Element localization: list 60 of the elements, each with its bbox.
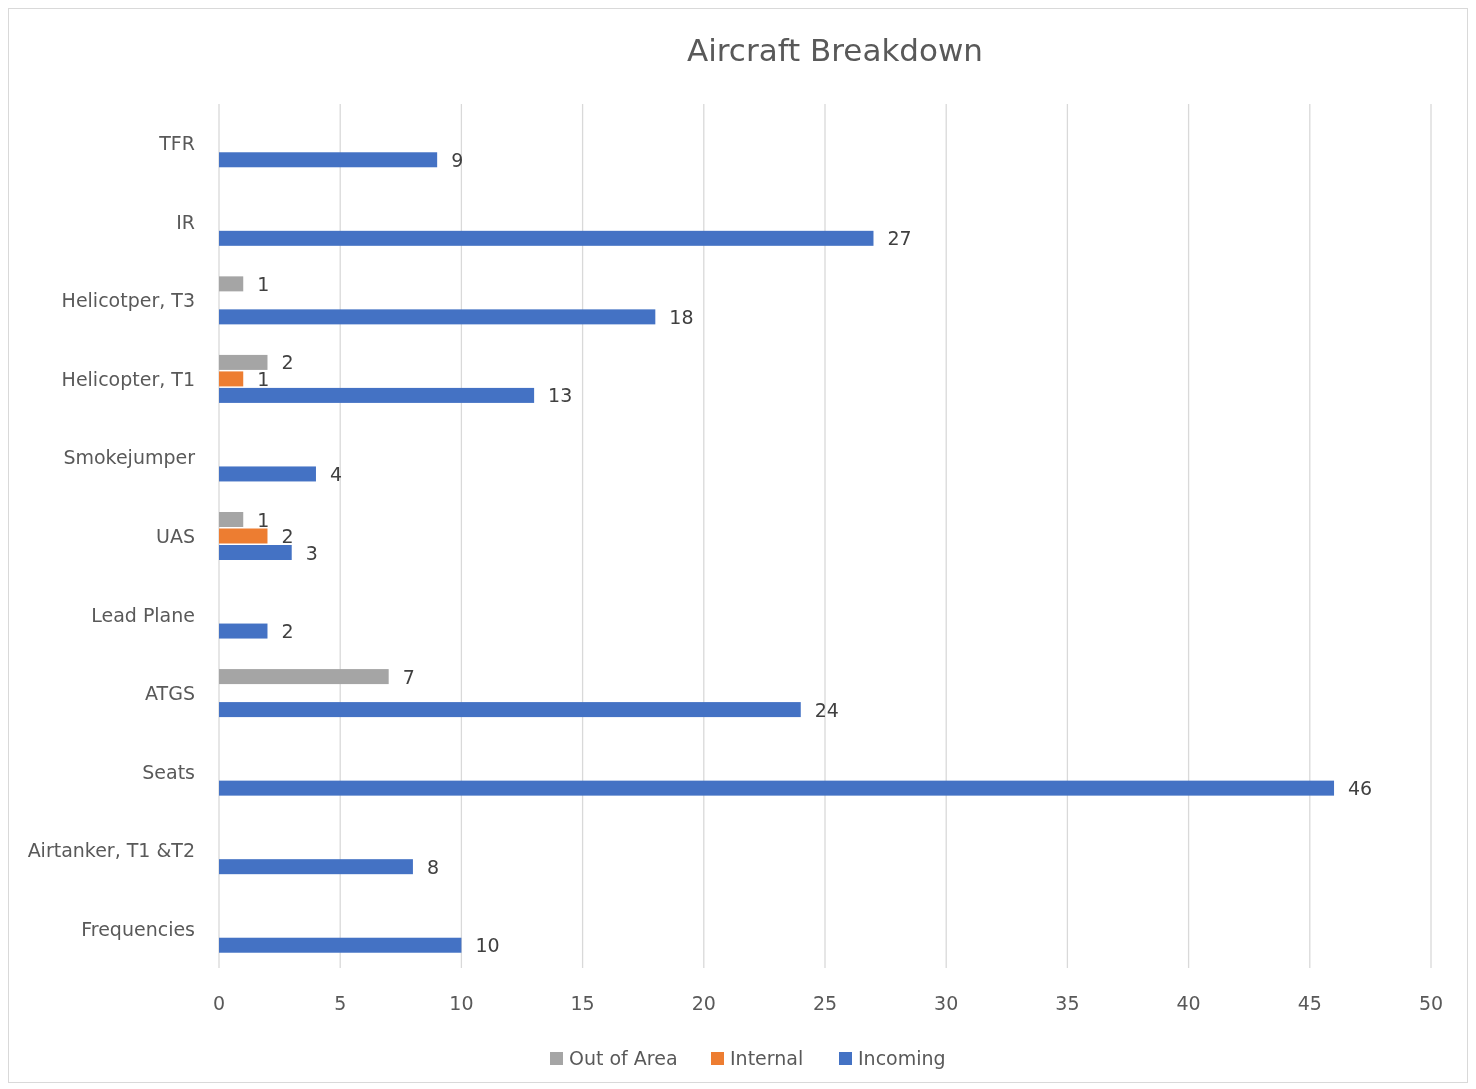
bar xyxy=(219,702,801,718)
bar xyxy=(219,466,316,482)
y-tick-label: Helicopter, T1 xyxy=(61,367,195,390)
x-tick-label: 35 xyxy=(1055,992,1080,1014)
y-tick-label: Helicotper, T3 xyxy=(61,289,195,312)
bar xyxy=(219,937,462,953)
data-label: 1 xyxy=(257,272,270,295)
x-tick-label: 20 xyxy=(691,992,716,1014)
data-label: 24 xyxy=(814,698,839,721)
data-label: 2 xyxy=(281,620,294,643)
data-label: 1 xyxy=(257,508,270,531)
bar xyxy=(219,230,874,246)
y-tick-label: Smokejumper xyxy=(63,446,196,469)
x-tick-label: 50 xyxy=(1418,992,1444,1014)
y-tick-label: UAS xyxy=(156,525,195,547)
chart-title: Aircraft Breakdown xyxy=(686,32,984,68)
y-tick-label: Airtanker, T1 &T2 xyxy=(27,839,195,862)
y-tick-label: Frequencies xyxy=(81,917,195,940)
x-tick-label: 40 xyxy=(1176,992,1201,1014)
data-label: 10 xyxy=(475,934,500,957)
x-tick-label: 10 xyxy=(449,992,474,1014)
data-label: 46 xyxy=(1348,777,1373,800)
data-label: 4 xyxy=(329,462,343,485)
bar xyxy=(219,528,268,544)
data-label: 13 xyxy=(548,384,573,407)
x-tick-label: 45 xyxy=(1297,992,1322,1014)
legend-label: Incoming xyxy=(858,1047,946,1069)
data-label: 7 xyxy=(402,665,415,688)
bar xyxy=(219,512,244,527)
bar xyxy=(219,669,389,685)
x-tick-label: 0 xyxy=(212,992,226,1014)
bar xyxy=(219,623,268,639)
data-label: 2 xyxy=(281,351,294,374)
bar xyxy=(219,276,244,292)
bar xyxy=(219,780,1335,796)
bar xyxy=(219,354,268,370)
x-tick-label: 15 xyxy=(570,992,595,1014)
data-label: 27 xyxy=(887,227,912,250)
data-label: 2 xyxy=(281,525,294,547)
data-label: 8 xyxy=(426,855,440,878)
legend-label: Internal xyxy=(730,1047,804,1069)
x-tick-label: 5 xyxy=(334,992,347,1014)
y-tick-label: IR xyxy=(176,210,195,233)
bar xyxy=(219,859,413,875)
y-tick-label: Lead Plane xyxy=(91,603,195,626)
x-tick-label: 25 xyxy=(812,992,838,1014)
x-tick-label: 30 xyxy=(934,992,959,1014)
data-label: 9 xyxy=(451,148,464,171)
data-label: 1 xyxy=(257,367,270,390)
data-label: 18 xyxy=(669,305,694,328)
bar xyxy=(219,152,438,168)
legend-label: Out of Area xyxy=(569,1047,678,1069)
bar xyxy=(219,545,292,560)
bar xyxy=(219,309,656,325)
bar xyxy=(219,371,244,387)
data-label: 3 xyxy=(305,541,318,564)
bar xyxy=(219,387,535,403)
y-tick-label: ATGS xyxy=(145,682,195,705)
y-tick-label: Seats xyxy=(142,760,195,783)
y-tick-label: TFR xyxy=(158,132,195,155)
